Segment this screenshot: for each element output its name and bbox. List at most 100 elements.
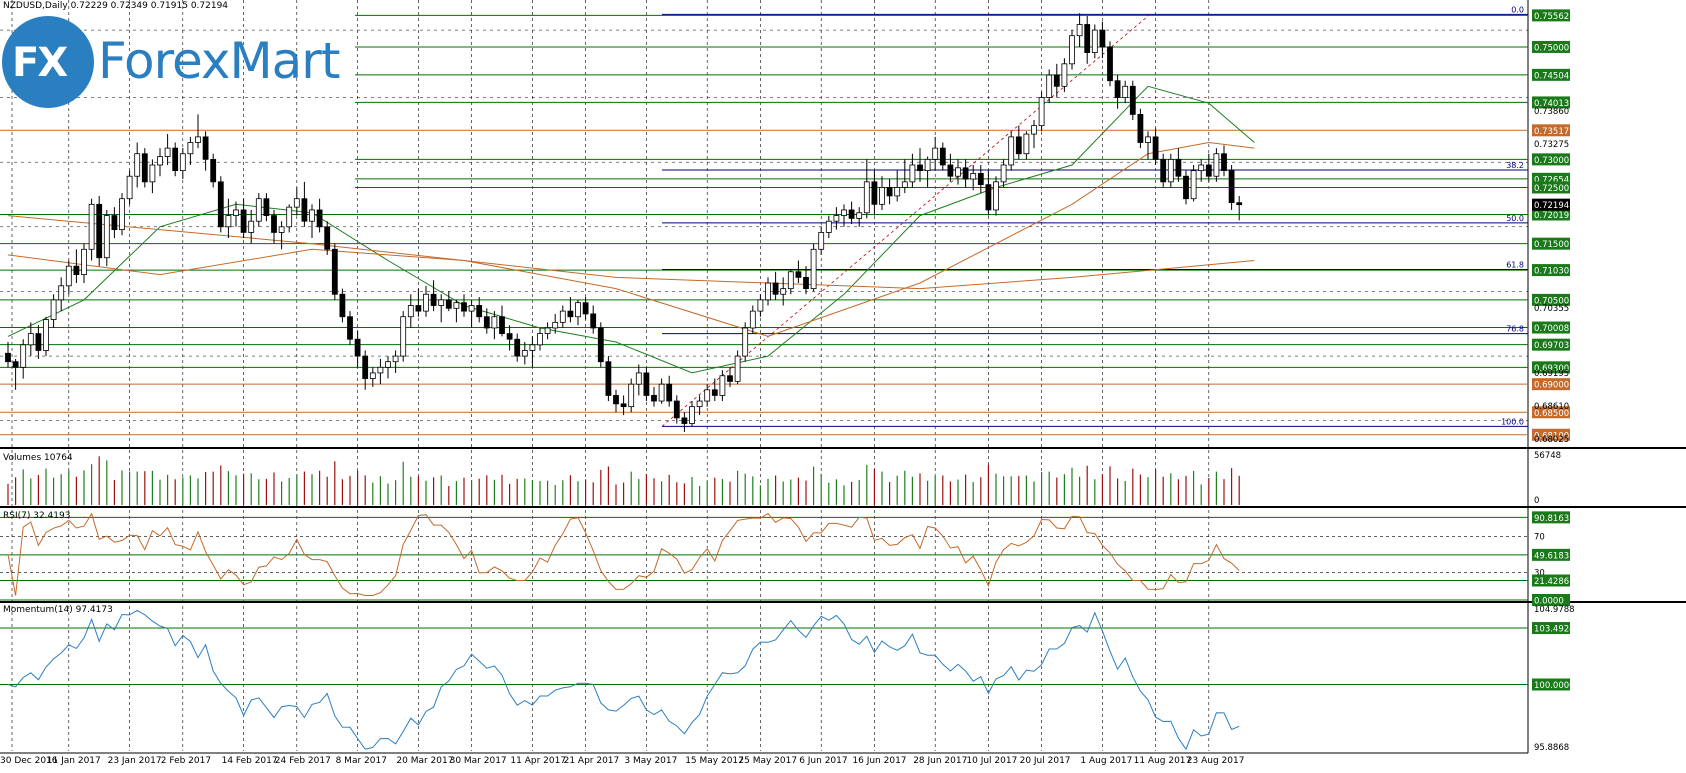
volumes-pane-label: Volumes 10764 [3, 453, 73, 463]
orange-level-label: 0.73517 [1534, 127, 1569, 137]
candle-body [347, 316, 353, 340]
candle-body [119, 198, 125, 231]
candle-body [225, 215, 232, 228]
candle-body [407, 305, 414, 318]
rsi-axis-label: 70 [1534, 532, 1545, 542]
green-level-label-bg [1532, 208, 1570, 221]
fib-level-label: 61.8 [1506, 261, 1524, 270]
price-axis-label: 0.68610 [1534, 402, 1569, 412]
date-tick-label: 23 Aug 2017 [1187, 756, 1245, 766]
candle-body [757, 299, 764, 312]
candle-body [1205, 164, 1212, 177]
date-tick-label: 8 Mar 2017 [336, 756, 387, 766]
date-tick-label: 23 Jan 2017 [108, 756, 162, 766]
fib-level-label: 0.0 [1511, 5, 1524, 14]
candle-body [651, 395, 657, 402]
candle-body [696, 400, 703, 408]
candle-body [955, 167, 961, 177]
date-tick-label: 11 Aug 2017 [1134, 756, 1192, 766]
rsi-path [7, 512, 1240, 596]
candle-body [575, 302, 581, 318]
candle-body [286, 206, 293, 228]
rsi-level-label-bg [1532, 574, 1570, 587]
candle-body [780, 288, 787, 295]
date-tick-label: 6 Jun 2017 [799, 756, 847, 766]
candles [5, 13, 1243, 432]
rsi-level-label-bg [1532, 548, 1570, 561]
candle-body [316, 209, 323, 228]
candle-body [35, 333, 42, 351]
candle-body [423, 293, 429, 312]
candle-body [1190, 170, 1197, 200]
candle-body [240, 209, 247, 233]
candle-body [1198, 164, 1205, 172]
candle-body [499, 316, 505, 334]
candle-body [81, 248, 87, 275]
green-level-label-bg [1532, 264, 1570, 277]
green-level-label: 0.74504 [1534, 71, 1569, 81]
green-level-label: 0.69703 [1534, 341, 1569, 351]
green-level-label: 0.75562 [1534, 12, 1569, 22]
volume-axis-max: 56748 [1534, 451, 1561, 461]
candle-body [620, 403, 627, 408]
green-level-label: 0.70008 [1534, 324, 1569, 334]
candle-body [909, 164, 916, 183]
candle-body [65, 265, 72, 287]
candle-body [255, 198, 262, 222]
candle-body [324, 226, 331, 250]
momentum-axis-label: 95.8868 [1534, 743, 1569, 753]
candle-body [483, 316, 490, 329]
current-price-label: 0.72194 [1534, 201, 1569, 211]
candle-body [271, 215, 277, 233]
candle-body [818, 232, 825, 250]
candle-body [514, 338, 521, 357]
green-level-label: 0.69300 [1534, 364, 1569, 374]
candle-body [461, 302, 467, 312]
date-tick-label: 28 Jun 2017 [913, 756, 967, 766]
date-tick-label: 25 May 2017 [738, 756, 797, 766]
date-tick-label: 30 Mar 2017 [450, 756, 507, 766]
candle-body [856, 212, 863, 219]
candle-body [438, 299, 445, 306]
candle-body [734, 355, 741, 382]
candle-body [1152, 136, 1159, 160]
candle-body [1008, 136, 1015, 166]
orange-level-label-bg [1532, 428, 1570, 441]
candle-body [453, 302, 460, 309]
price-axis-label: 0.69195 [1534, 369, 1569, 379]
candle-body [613, 395, 619, 405]
candle-body [1213, 153, 1220, 177]
green-level-label: 0.72654 [1534, 175, 1569, 185]
green-level-label-bg [1532, 361, 1570, 374]
candle-body [833, 215, 840, 222]
candle-body [392, 355, 399, 363]
candle-body [1031, 125, 1037, 135]
candle-body [195, 136, 201, 143]
candle-body [491, 316, 498, 329]
candle-body [149, 164, 156, 183]
date-tick-label: 10 Jul 2017 [966, 756, 1017, 766]
candle-body [947, 164, 954, 177]
candle-body [932, 147, 939, 160]
price-axis-label: 0.73860 [1534, 107, 1569, 117]
candle-body [309, 209, 315, 222]
candle-body [863, 181, 870, 214]
candle-body [765, 282, 771, 301]
green-level-label: 0.71030 [1534, 267, 1569, 277]
levels-layer: 0.0 38.2 50.0 61.8 76.8 100.0 [0, 5, 1528, 436]
candle-body [1228, 170, 1235, 204]
candle-body [787, 271, 794, 290]
candle-body [537, 333, 543, 346]
green-level-label: 0.70500 [1534, 296, 1569, 306]
candle-body [1015, 136, 1022, 155]
candle-body [369, 372, 376, 379]
candle-body [1167, 158, 1174, 183]
candle-body [597, 327, 604, 363]
date-tick-label: 3 May 2017 [624, 756, 677, 766]
green-level-label-bg [1532, 96, 1570, 109]
orange-level-label: 0.68500 [1534, 409, 1569, 419]
candle-body [795, 271, 802, 278]
candle-body [1221, 153, 1227, 172]
